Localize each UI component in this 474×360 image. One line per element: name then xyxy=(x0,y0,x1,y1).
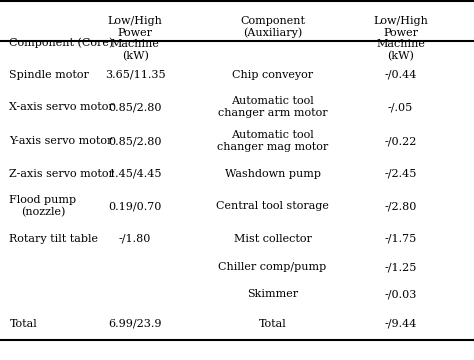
Text: -/2.80: -/2.80 xyxy=(384,201,417,211)
Text: Automatic tool
changer arm motor: Automatic tool changer arm motor xyxy=(218,96,328,118)
Text: Chiller comp/pump: Chiller comp/pump xyxy=(219,262,327,272)
Text: -/1.75: -/1.75 xyxy=(384,234,417,243)
Text: -/0.44: -/0.44 xyxy=(384,70,417,80)
Text: Automatic tool
changer mag motor: Automatic tool changer mag motor xyxy=(217,130,328,152)
Text: -/2.45: -/2.45 xyxy=(384,169,417,179)
Text: Total: Total xyxy=(259,319,286,329)
Text: 0.85/2.80: 0.85/2.80 xyxy=(109,102,162,112)
Text: 3.65/11.35: 3.65/11.35 xyxy=(105,70,165,80)
Text: Skimmer: Skimmer xyxy=(247,289,298,299)
Text: X-axis servo motor: X-axis servo motor xyxy=(9,102,114,112)
Text: Z-axis servo motor: Z-axis servo motor xyxy=(9,169,114,179)
Text: Central tool storage: Central tool storage xyxy=(216,201,329,211)
Text: Low/High
Power
Machine
(kW): Low/High Power Machine (kW) xyxy=(108,16,163,61)
Text: -/.05: -/.05 xyxy=(388,102,413,112)
Text: -/0.03: -/0.03 xyxy=(384,289,417,299)
Text: 0.85/2.80: 0.85/2.80 xyxy=(109,136,162,146)
Text: -/0.22: -/0.22 xyxy=(384,136,417,146)
Text: Component
(Auxiliary): Component (Auxiliary) xyxy=(240,16,305,39)
Text: -/1.25: -/1.25 xyxy=(384,262,417,272)
Text: Spindle motor: Spindle motor xyxy=(9,70,90,80)
Text: Low/High
Power
Machine
(kW): Low/High Power Machine (kW) xyxy=(373,16,428,61)
Text: 0.19/0.70: 0.19/0.70 xyxy=(109,201,162,211)
Text: -/9.44: -/9.44 xyxy=(384,319,417,329)
Text: 1.45/4.45: 1.45/4.45 xyxy=(109,169,162,179)
Text: Washdown pump: Washdown pump xyxy=(225,169,320,179)
Text: Chip conveyor: Chip conveyor xyxy=(232,70,313,80)
Text: Rotary tilt table: Rotary tilt table xyxy=(9,234,99,243)
Text: Mist collector: Mist collector xyxy=(234,234,311,243)
Text: -/1.80: -/1.80 xyxy=(119,234,151,243)
Text: Y-axis servo motor: Y-axis servo motor xyxy=(9,136,113,146)
Text: Component (Core): Component (Core) xyxy=(9,38,114,48)
Text: Total: Total xyxy=(9,319,37,329)
Text: Flood pump
(nozzle): Flood pump (nozzle) xyxy=(9,195,77,217)
Text: 6.99/23.9: 6.99/23.9 xyxy=(109,319,162,329)
